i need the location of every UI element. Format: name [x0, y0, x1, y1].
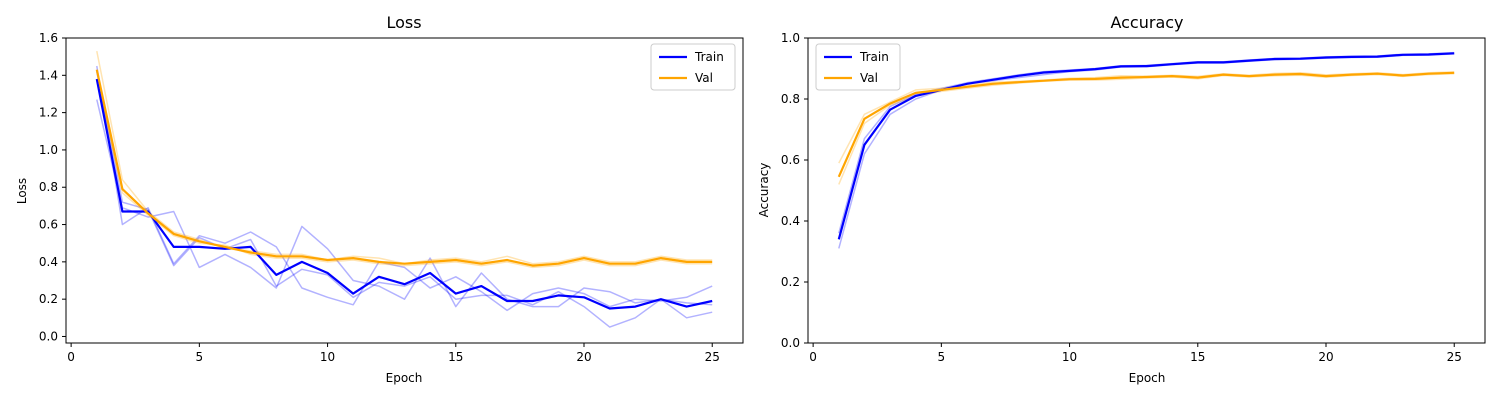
accuracy-chart: Accuracy Epoch Accuracy 0 5 10 15 20 25 0.0 0.2…: [757, 13, 1486, 385]
loss-chart-ylabel: Loss: [15, 178, 29, 204]
loss-ytick-label: 0.8: [39, 180, 58, 194]
loss-legend-label-train: Train: [694, 50, 724, 64]
accuracy-xtick-label: 0: [809, 350, 817, 364]
loss-ytick-label: 1.4: [39, 68, 58, 82]
accuracy-xtick-label: 5: [938, 350, 946, 364]
accuracy-chart-title: Accuracy: [1110, 13, 1183, 32]
accuracy-ytick-label: 0.8: [781, 92, 800, 106]
loss-axes-frame: [65, 37, 744, 344]
accuracy-ytick-label: 1.0: [781, 31, 800, 45]
accuracy-xtick-label: 15: [1190, 350, 1205, 364]
accuracy-ytick-label: 0.4: [781, 214, 800, 228]
accuracy-xtick-label: 20: [1318, 350, 1333, 364]
loss-xtick-label: 20: [576, 350, 591, 364]
accuracy-run-line-3: [838, 71, 1455, 164]
loss-xtick-label: 15: [448, 350, 463, 364]
loss-run-line-3: [96, 71, 713, 328]
loss-run-line-1: [96, 65, 713, 312]
loss-run-line-4: [96, 50, 713, 265]
accuracy-axes-frame: [807, 37, 1486, 344]
accuracy-legend-label-train: Train: [859, 50, 889, 64]
accuracy-run-line-2: [838, 51, 1455, 234]
accuracy-ytick-label: 0.0: [781, 336, 800, 350]
accuracy-legend-label-val: Val: [860, 71, 878, 85]
loss-ytick-label: 1.2: [39, 106, 58, 120]
loss-series-val-line: [95, 69, 713, 267]
loss-ytick-label: 0.4: [39, 255, 58, 269]
loss-chart-xlabel: Epoch: [386, 371, 423, 385]
loss-xtick-label: 5: [196, 350, 204, 364]
accuracy-ytick-label: 0.6: [781, 153, 800, 167]
loss-ytick-label: 1.0: [39, 143, 58, 157]
loss-run-line-5: [96, 78, 713, 269]
accuracy-series-val-line: [837, 71, 1455, 178]
loss-chart-title: Loss: [386, 13, 421, 32]
loss-chart: Loss Epoch Loss 0 5 10 15 20 25 0.0 0.2 0.4 0.6 0.…: [15, 13, 744, 385]
accuracy-series-train-line: [837, 52, 1455, 240]
loss-ytick-label: 0.2: [39, 292, 58, 306]
loss-run-line-2: [96, 99, 713, 319]
loss-ytick-label: 0.0: [39, 329, 58, 343]
accuracy-ytick-label: 0.2: [781, 275, 800, 289]
loss-series-train-line: [95, 78, 713, 310]
accuracy-chart-xlabel: Epoch: [1129, 371, 1166, 385]
accuracy-xtick-label: 25: [1447, 350, 1462, 364]
loss-xtick-label: 10: [320, 350, 335, 364]
loss-ytick-label: 1.6: [39, 31, 58, 45]
loss-xtick-label: 0: [67, 350, 75, 364]
loss-legend-label-val: Val: [695, 71, 713, 85]
loss-ytick-label: 0.6: [39, 218, 58, 232]
accuracy-xtick-label: 10: [1062, 350, 1077, 364]
loss-xtick-label: 25: [705, 350, 720, 364]
accuracy-run-line-1: [838, 53, 1455, 249]
accuracy-chart-ylabel: Accuracy: [757, 163, 771, 218]
